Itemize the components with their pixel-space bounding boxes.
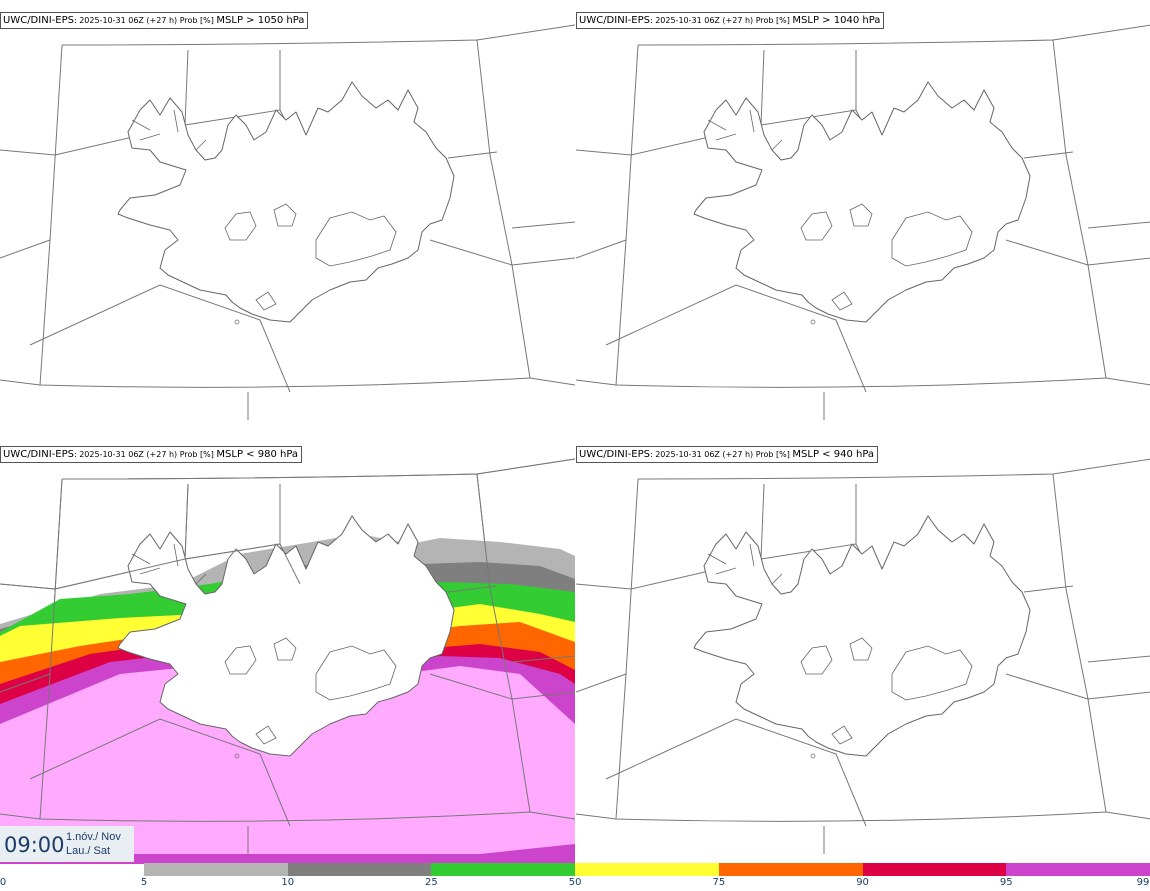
map-canvas xyxy=(0,458,575,864)
valid-hour: 09:00 xyxy=(4,833,65,857)
colorbar-tick-label: 5 xyxy=(140,877,148,888)
colorbar-bin xyxy=(144,863,288,876)
map-panel-980: UWC/DINI-EPS: 2025-10-31 06Z (+27 h) Pro… xyxy=(0,434,575,864)
map-canvas xyxy=(576,24,1150,421)
colorbar-tick-label: 10 xyxy=(281,877,295,888)
colorbar-tick-label: 99 xyxy=(1136,877,1150,888)
valid-day: Lau./ Sat xyxy=(66,845,111,857)
map-panel-940: UWC/DINI-EPS: 2025-10-31 06Z (+27 h) Pro… xyxy=(576,434,1150,864)
colorbar-bin xyxy=(862,863,1007,876)
colorbar-bin xyxy=(1006,863,1150,876)
colorbar-tick-label: 90 xyxy=(856,877,869,888)
colorbar xyxy=(144,863,1150,876)
panel-title: UWC/DINI-EPS: 2025-10-31 06Z (+27 h) Pro… xyxy=(0,12,309,29)
valid-time-box: 09:00 1.nóv./ Nov Lau./ Sat xyxy=(0,826,134,862)
colorbar-bin xyxy=(718,863,863,876)
colorbar-bin xyxy=(287,863,432,876)
colorbar-bin xyxy=(575,863,719,876)
colorbar-tick-label: 0 xyxy=(0,877,7,888)
panel-title: UWC/DINI-EPS: 2025-10-31 06Z (+27 h) Pro… xyxy=(0,446,303,463)
colorbar-tick-label: 50 xyxy=(568,877,582,888)
panel-title: UWC/DINI-EPS: 2025-10-31 06Z (+27 h) Pro… xyxy=(576,12,885,29)
valid-date: 1.nóv./ Nov xyxy=(66,831,121,843)
map-panel-1050: UWC/DINI-EPS: 2025-10-31 06Z (+27 h) Pro… xyxy=(0,0,575,430)
map-panel-1040: UWC/DINI-EPS: 2025-10-31 06Z (+27 h) Pro… xyxy=(576,0,1150,430)
colorbar-bin xyxy=(431,863,576,876)
colorbar-tick-label: 25 xyxy=(425,877,438,888)
map-canvas xyxy=(0,24,575,421)
map-canvas xyxy=(576,458,1150,855)
colorbar-tick-label: 95 xyxy=(999,877,1013,888)
panel-title: UWC/DINI-EPS: 2025-10-31 06Z (+27 h) Pro… xyxy=(576,446,879,463)
colorbar-tick-label: 75 xyxy=(712,877,726,888)
